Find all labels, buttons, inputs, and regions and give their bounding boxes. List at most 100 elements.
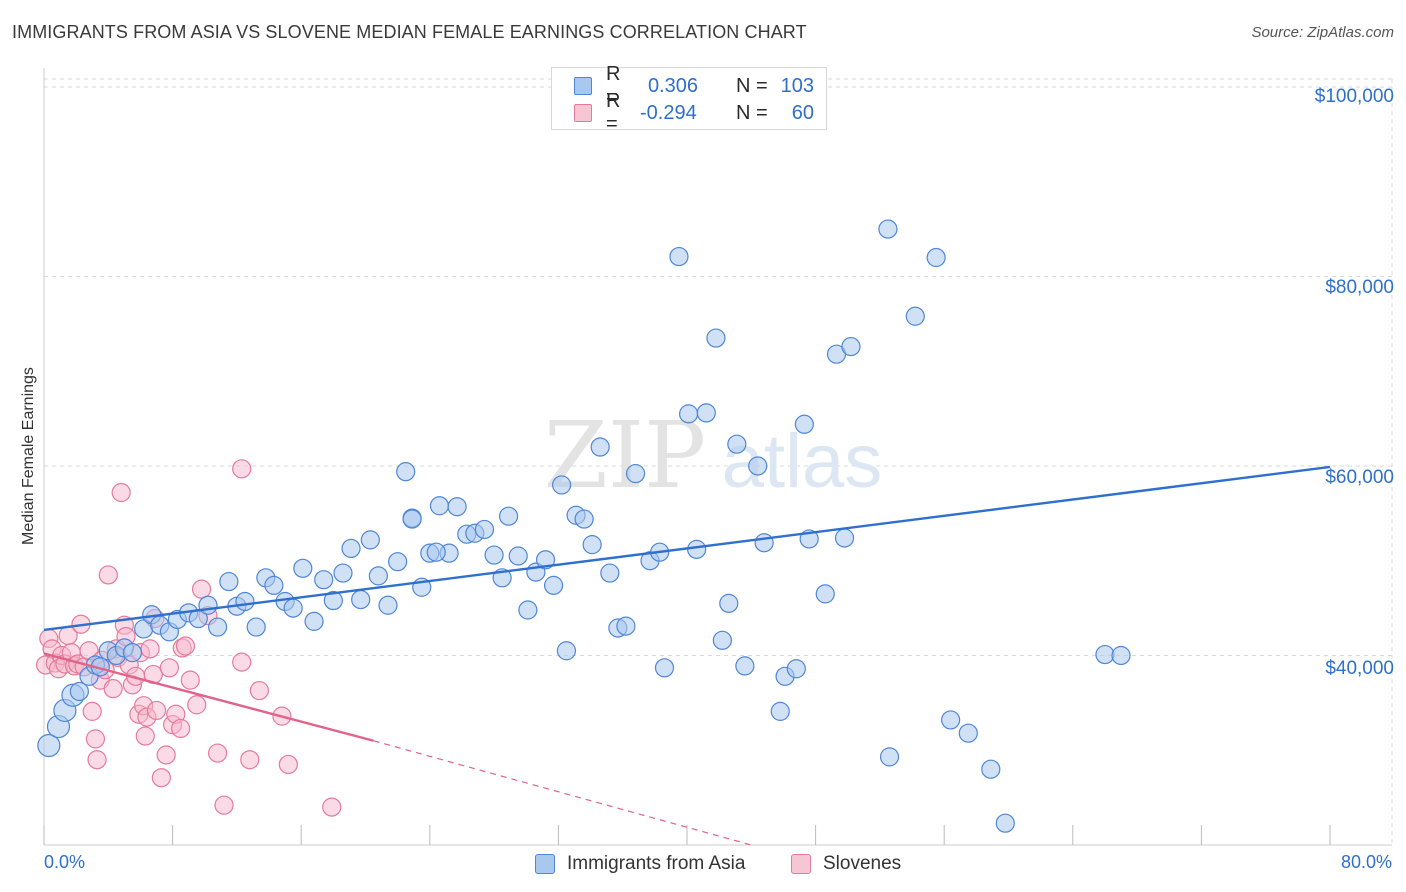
asia-point — [368, 566, 388, 586]
asia-point — [754, 533, 774, 553]
legend-swatch-slovenes — [574, 104, 592, 122]
asia-point — [679, 404, 699, 424]
slovenes-trend-line — [43, 652, 374, 742]
slovenes-point — [232, 459, 252, 479]
slovenes-point — [232, 652, 252, 672]
asia-point — [314, 570, 334, 590]
asia-point — [905, 306, 925, 326]
asia-point — [625, 463, 646, 484]
asia-point — [333, 563, 353, 583]
asia-point — [360, 530, 380, 550]
asia-point — [706, 328, 726, 348]
bottom-legend-asia: Immigrants from Asia — [535, 852, 745, 876]
bottom-legend-swatch-asia — [535, 854, 555, 874]
asia-point — [834, 528, 855, 548]
asia-point — [402, 509, 422, 529]
slovenes-point — [111, 482, 131, 503]
asia-point — [447, 497, 467, 517]
asia-point — [616, 616, 636, 636]
asia-point — [590, 437, 610, 457]
asia-point — [582, 535, 602, 555]
asia-point — [474, 519, 495, 540]
asia-point — [293, 558, 313, 578]
asia-point — [712, 630, 732, 650]
slovenes-point — [191, 579, 212, 599]
slovenes-point — [146, 700, 167, 721]
slovenes-points — [36, 459, 342, 817]
asia-point — [654, 658, 675, 678]
asia-points — [37, 219, 1131, 833]
asia-point — [219, 571, 239, 592]
x-tick-label-min: 0.0% — [44, 852, 86, 872]
asia-point — [600, 563, 620, 583]
y-tick-label-80000: $80,000 — [1325, 277, 1394, 298]
legend-swatch-asia — [574, 77, 592, 95]
watermark-zip: ZIP — [544, 402, 706, 509]
asia-point — [878, 219, 898, 239]
asia-point — [1095, 644, 1115, 665]
bottom-legend-slovenes: Slovenes — [791, 852, 901, 876]
slovenes-point — [249, 680, 270, 701]
asia-point — [941, 710, 961, 730]
bottom-legend-label-slovenes: Slovenes — [823, 853, 902, 874]
asia-point — [879, 747, 900, 767]
asia-point — [958, 723, 978, 743]
asia-point — [246, 617, 266, 637]
asia-point — [719, 593, 739, 613]
legend-n-label: N = — [736, 101, 768, 124]
slovenes-point — [175, 636, 196, 656]
asia-trend-line — [43, 465, 1331, 632]
asia-point — [556, 641, 577, 661]
asia-point — [388, 552, 408, 572]
asia-point — [926, 247, 946, 268]
asia-point — [508, 546, 528, 566]
asia-point — [794, 414, 814, 434]
slovenes-point — [85, 729, 106, 749]
x-tick-label-max: 80.0% — [1340, 852, 1392, 872]
legend-r-label: R = — [606, 90, 621, 135]
axes — [43, 68, 1392, 846]
asia-point — [498, 506, 519, 526]
slovenes-point — [98, 565, 118, 585]
slovenes-point — [187, 695, 207, 715]
asia-point — [786, 659, 806, 679]
asia-point — [264, 575, 284, 595]
asia-point — [543, 575, 564, 595]
asia-point — [815, 584, 835, 604]
y-tick-label-100000: $100,000 — [1314, 86, 1394, 107]
slovenes-point — [208, 743, 228, 763]
asia-point — [687, 539, 707, 559]
bottom-legend-label-asia: Immigrants from Asia — [567, 853, 746, 874]
bottom-legend-swatch-slovenes — [791, 854, 811, 874]
source-credit: Source: ZipAtlas.com — [1251, 24, 1394, 41]
slovenes-point — [151, 768, 171, 788]
asia-point — [696, 403, 716, 423]
slovenes-point — [159, 658, 179, 678]
legend-n-value: 60 — [791, 101, 814, 124]
asia-point — [304, 611, 324, 631]
slovenes-point — [103, 679, 123, 699]
trend-lines — [43, 465, 1331, 846]
legend-n-value: 103 — [780, 74, 814, 97]
asia-point — [69, 681, 89, 702]
asia-point — [748, 456, 768, 476]
slovenes-point — [214, 795, 234, 815]
legend-n-label: N = — [736, 74, 768, 97]
asia-point — [841, 336, 861, 357]
legend-row-asia: R = 0.306 N = 103 — [574, 63, 814, 108]
asia-point — [378, 595, 398, 615]
asia-point — [535, 550, 556, 570]
asia-point — [283, 598, 303, 618]
slovenes-point — [156, 745, 176, 765]
slovenes-point — [140, 639, 160, 659]
asia-point — [198, 595, 218, 615]
asia-point — [552, 475, 572, 495]
slovenes-point — [322, 797, 342, 817]
asia-point — [727, 434, 747, 454]
asia-point — [341, 538, 361, 559]
correlation-legend: R = 0.306 N = 103 R = -0.294 N = 60 — [551, 63, 827, 135]
y-tick-label-40000: $40,000 — [1325, 658, 1394, 679]
legend-r-value: 0.306 — [648, 74, 699, 97]
asia-point — [235, 591, 255, 612]
